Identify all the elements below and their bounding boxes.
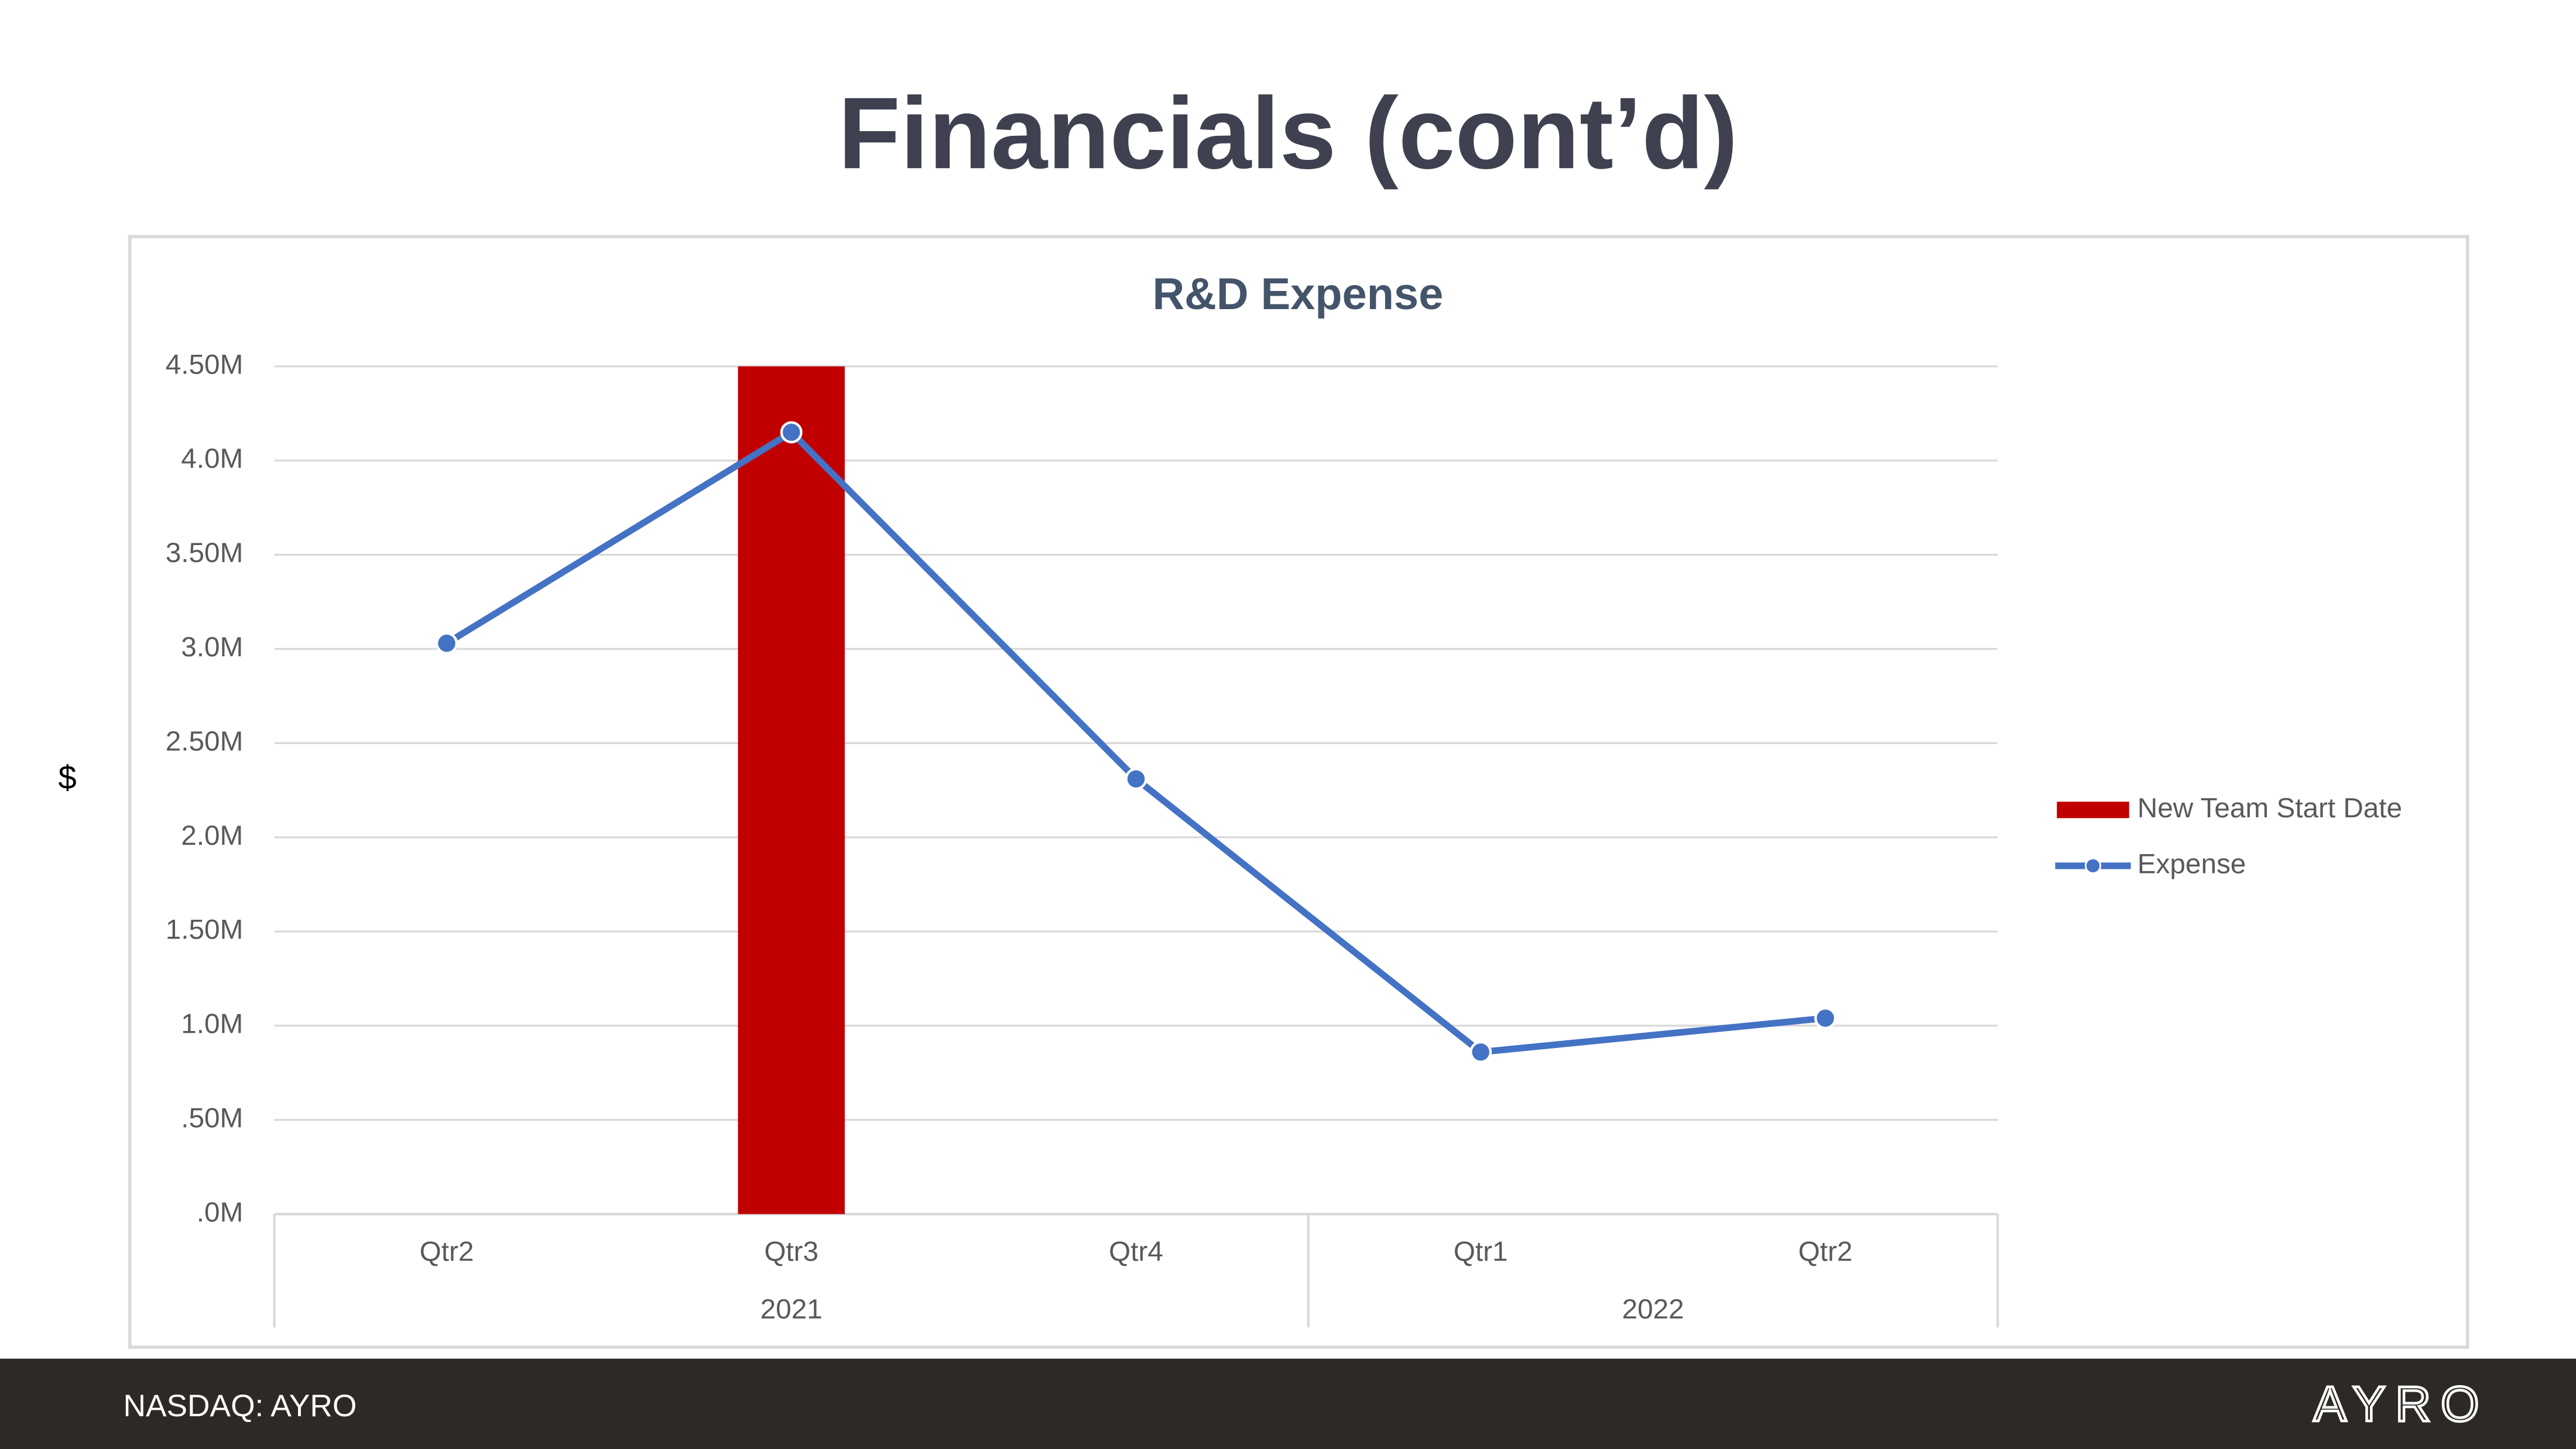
x-tick-label: Qtr1 xyxy=(1454,1236,1508,1268)
x-tick-label: Qtr3 xyxy=(764,1236,818,1268)
footer-ticker: NASDAQ: AYRO xyxy=(123,1389,357,1423)
y-tick-label: .50M xyxy=(181,1102,243,1133)
point xyxy=(1469,1041,1492,1063)
footer-bar xyxy=(0,1358,2576,1449)
slide-title: Financials (cont’d) xyxy=(838,76,1738,190)
y-tick-label: 4.0M xyxy=(181,443,243,474)
chart-title: R&D Expense xyxy=(1152,269,1443,319)
legend-label: New Team Start Date xyxy=(2137,793,2402,824)
y-tick-label: 2.50M xyxy=(166,726,244,757)
y-tick-label: 3.0M xyxy=(181,632,243,663)
x-tick-label: Qtr2 xyxy=(1799,1236,1853,1268)
y-axis-label: $ xyxy=(58,759,76,796)
legend-marker xyxy=(2084,857,2102,874)
y-tick-label: 1.50M xyxy=(166,914,244,946)
x-group-label: 2022 xyxy=(1622,1294,1684,1325)
legend-label: Expense xyxy=(2137,848,2246,879)
point xyxy=(1125,768,1147,790)
y-tick-label: .0M xyxy=(197,1197,244,1228)
legend-swatch xyxy=(2057,801,2129,818)
chart-frame xyxy=(128,235,2469,1349)
point xyxy=(1814,1007,1837,1030)
y-tick-label: 2.0M xyxy=(181,820,243,851)
x-group-label: 2021 xyxy=(761,1294,823,1325)
y-tick-label: 1.0M xyxy=(181,1009,243,1040)
x-tick-label: Qtr2 xyxy=(420,1236,474,1268)
x-tick-label: Qtr4 xyxy=(1109,1236,1163,1268)
y-tick-label: 4.50M xyxy=(166,349,244,380)
footer-logo: AYRO xyxy=(2314,1376,2489,1431)
point xyxy=(436,632,458,655)
bar xyxy=(738,366,845,1214)
y-tick-label: 3.50M xyxy=(166,537,244,568)
point xyxy=(780,421,803,444)
